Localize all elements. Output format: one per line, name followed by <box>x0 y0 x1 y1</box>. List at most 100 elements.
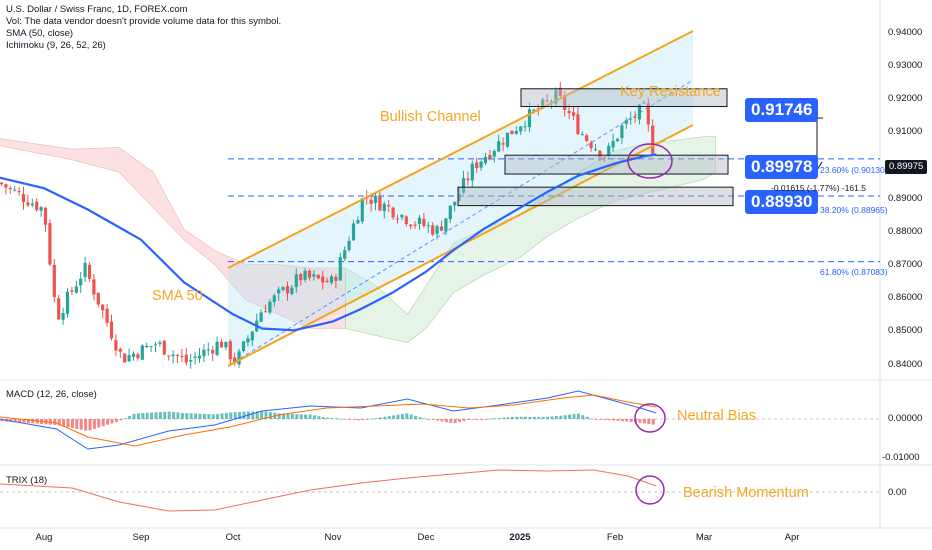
macd-histogram-bar <box>449 419 453 423</box>
macd-histogram-bar <box>233 412 237 419</box>
macd-histogram-bar <box>106 419 110 425</box>
macd-histogram-bar <box>365 419 369 420</box>
macd-histogram-bar <box>330 418 334 419</box>
ichimoku-cloud-bullish <box>345 136 716 344</box>
macd-y-tick-0: 0.00000 <box>888 413 923 424</box>
y-tick-3: 0.91000 <box>888 126 923 137</box>
macd-histogram-bar <box>396 414 400 419</box>
macd-histogram-bar <box>541 416 545 419</box>
macd-histogram-bar <box>299 414 303 419</box>
macd-histogram-bar <box>409 414 413 419</box>
macd-histogram-bar <box>484 418 488 420</box>
candle-body <box>193 356 197 358</box>
candle-body <box>505 132 510 147</box>
macd-histogram-bar <box>264 411 268 419</box>
sma-legend: SMA (50, close) <box>6 28 74 39</box>
macd-histogram-bar <box>128 416 132 419</box>
candle-body <box>114 339 118 351</box>
macd-histogram-bar <box>475 419 479 420</box>
price-tag-resistance: 0.91746 <box>745 98 819 122</box>
macd-legend: MACD (12, 26, close) <box>6 389 97 401</box>
candle-body <box>101 304 105 311</box>
support-zone-2 <box>457 186 734 207</box>
macd-histogram-bar <box>554 416 558 419</box>
candle-body <box>571 112 576 116</box>
candle-body <box>162 340 166 355</box>
macd-histogram-bar <box>361 419 365 421</box>
candle-body <box>479 161 483 168</box>
macd-histogram-bar <box>370 418 374 420</box>
macd-histogram-bar <box>136 413 140 419</box>
y-tick-1: 0.93000 <box>888 60 923 71</box>
candle-body <box>96 292 100 305</box>
macd-histogram-bar <box>581 415 585 419</box>
macd-histogram-bar <box>488 418 492 420</box>
candle-body <box>153 344 158 346</box>
macd-histogram-bar <box>260 411 264 419</box>
candle-body <box>272 295 276 302</box>
macd-histogram-bar <box>383 416 387 419</box>
macd-histogram-bar <box>141 413 145 419</box>
x-tick-oct: Oct <box>225 532 241 543</box>
x-tick-sep: Sep <box>132 532 150 543</box>
macd-histogram-bar <box>202 413 206 419</box>
candle-body <box>145 345 149 348</box>
candle-body <box>558 87 562 97</box>
candle-body <box>87 264 92 279</box>
y-tick-5: 0.89000 <box>888 193 923 204</box>
macd-histogram-bar <box>211 414 215 419</box>
candle-body <box>466 178 470 181</box>
macd-histogram-bar <box>119 419 123 421</box>
macd-signal-line <box>0 394 657 447</box>
macd-histogram-bar <box>471 419 475 420</box>
trix-y-tick-0: 0.00 <box>888 487 907 498</box>
macd-histogram-bar <box>295 414 299 419</box>
macd-histogram-bar <box>180 412 184 419</box>
macd-histogram-bar <box>559 415 563 419</box>
candle-body <box>92 279 96 295</box>
candle-body <box>233 357 237 364</box>
macd-histogram-bar <box>356 419 360 421</box>
candle-body <box>426 225 430 227</box>
x-tick-apr: Apr <box>784 532 800 543</box>
macd-histogram-bar <box>216 414 220 419</box>
macd-histogram-bar <box>22 419 26 423</box>
trix-title: TRIX (18) <box>6 475 48 486</box>
candle-body <box>646 103 650 125</box>
candle-body <box>259 312 263 322</box>
candle-body <box>541 99 545 108</box>
macd-histogram-bar <box>414 415 418 419</box>
candle-body <box>43 207 48 225</box>
candle-body <box>268 301 272 313</box>
candle-body <box>158 342 162 344</box>
macd-histogram-bar <box>620 419 624 422</box>
macd-histogram-bar <box>101 419 105 427</box>
candle-body <box>263 311 268 313</box>
candle-body <box>563 95 567 110</box>
x-tick-2025: 2025 <box>509 532 531 543</box>
macd-histogram-bar <box>304 414 308 419</box>
macd-line <box>0 390 657 450</box>
price-tag-support: 0.88930 <box>745 190 819 214</box>
candle-body <box>633 116 637 118</box>
fib-236-label: 23.60% (0.90130) <box>820 165 888 175</box>
macd-histogram-bar <box>440 419 444 422</box>
fib-382-label: 38.20% (0.88965) <box>820 205 888 215</box>
candle-body <box>250 331 254 341</box>
macd-histogram-bar <box>185 413 189 419</box>
candle-body <box>241 341 246 351</box>
macd-histogram-bar <box>651 419 655 425</box>
neutral-bias-label: Neutral Bias <box>677 408 756 424</box>
candle-body <box>52 264 56 298</box>
macd-histogram-bar <box>312 415 316 419</box>
macd-histogram-bar <box>563 415 567 419</box>
candle-body <box>589 142 593 149</box>
candle-body <box>202 349 206 357</box>
candle-body <box>61 313 65 320</box>
candle-body <box>35 201 39 211</box>
candle-body <box>338 257 342 281</box>
candle-body <box>615 138 620 142</box>
macd-histogram-bar <box>642 419 646 424</box>
macd-histogram-bar <box>572 414 576 419</box>
candle-body <box>307 270 312 278</box>
